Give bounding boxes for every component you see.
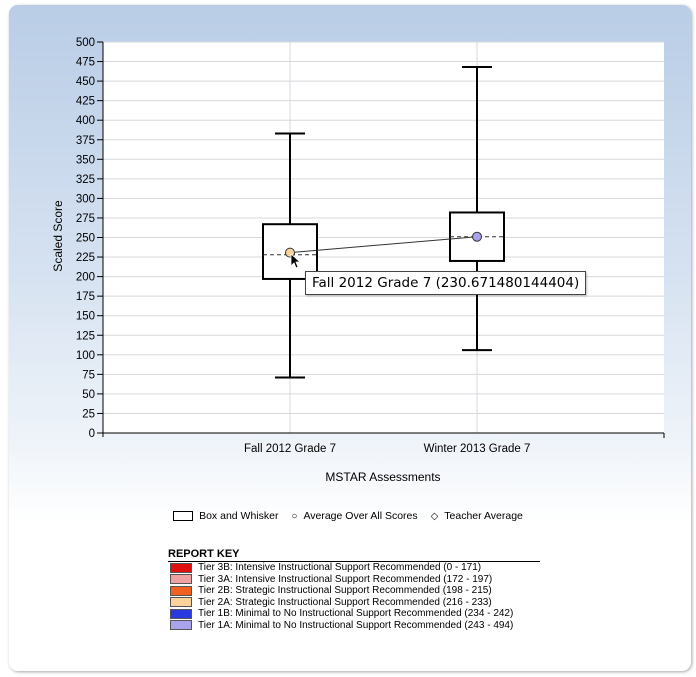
x-tick-label: Winter 2013 Grade 7 — [424, 443, 531, 455]
report-key-swatch — [170, 585, 192, 596]
report-key-item: Tier 2B: Strategic Instructional Support… — [170, 585, 540, 597]
average-marker — [472, 231, 482, 242]
y-tick-label: 450 — [76, 76, 95, 88]
report-key-label: Tier 1B: Minimal to No Instructional Sup… — [198, 608, 514, 620]
report-key-swatch — [170, 620, 192, 631]
legend-average: ○ Average Over All Scores — [291, 510, 417, 522]
circle-icon: ○ — [291, 510, 298, 522]
report-key-title: REPORT KEY — [168, 548, 540, 562]
report-key-label: Tier 2A: Strategic Instructional Support… — [198, 596, 492, 608]
box-whisker-2 — [449, 66, 505, 352]
report-key-item: Tier 3A: Intensive Instructional Support… — [170, 574, 540, 586]
y-tick-label: 25 — [82, 408, 95, 420]
y-tick-label: 50 — [82, 389, 95, 401]
legend-teacher-label: Teacher Average — [444, 510, 523, 523]
legend-box-swatch — [173, 511, 194, 522]
y-tick-label: 75 — [82, 369, 95, 381]
x-axis-title: MSTAR Assessments — [325, 470, 440, 484]
y-tick-label: 300 — [76, 193, 95, 205]
report-key-item: Tier 1A: Minimal to No Instructional Sup… — [170, 620, 540, 632]
report-key-swatch — [170, 574, 192, 585]
y-tick-label: 475 — [76, 57, 95, 69]
data-tooltip: Fall 2012 Grade 7 (230.671480144404) — [305, 271, 587, 295]
legend-teacher-average: ◇ Teacher Average — [431, 510, 523, 522]
y-tick-label: 125 — [76, 330, 95, 342]
y-axis-title: Scaled Score — [51, 200, 65, 272]
report-key: REPORT KEY Tier 3B: Intensive Instructio… — [168, 548, 540, 631]
y-tick-label: 0 — [89, 428, 95, 440]
y-tick-label: 200 — [76, 272, 95, 284]
average-trend-line — [289, 236, 478, 254]
report-key-list: Tier 3B: Intensive Instructional Support… — [168, 562, 540, 631]
report-key-label: Tier 1A: Minimal to No Instructional Sup… — [198, 619, 514, 631]
y-tick-label: 325 — [76, 174, 95, 186]
report-key-item: Tier 1B: Minimal to No Instructional Sup… — [170, 608, 540, 620]
report-key-swatch — [170, 562, 192, 573]
y-tick-label: 100 — [76, 350, 95, 362]
y-tick-label: 250 — [76, 233, 95, 245]
report-key-label: Tier 2B: Strategic Instructional Support… — [198, 585, 492, 597]
report-key-item: Tier 3B: Intensive Instructional Support… — [170, 562, 540, 574]
y-tick-label: 275 — [76, 213, 95, 225]
y-tick-label: 425 — [76, 96, 95, 108]
report-key-swatch — [170, 597, 192, 608]
y-tick-label: 225 — [76, 252, 95, 264]
y-tick-label: 500 — [76, 37, 95, 49]
y-tick-label: 375 — [76, 135, 95, 147]
chart-legend: Box and Whisker ○ Average Over All Scores… — [0, 510, 696, 522]
y-tick-label: 350 — [76, 154, 95, 166]
x-tick-label: Fall 2012 Grade 7 — [244, 443, 336, 455]
legend-box-whisker: Box and Whisker — [173, 510, 278, 522]
y-tick-label: 175 — [76, 291, 95, 303]
y-tick-label: 150 — [76, 311, 95, 323]
report-key-label: Tier 3A: Intensive Instructional Support… — [198, 573, 493, 585]
report-key-label: Tier 3B: Intensive Instructional Support… — [198, 562, 482, 574]
report-key-item: Tier 2A: Strategic Instructional Support… — [170, 597, 540, 609]
y-tick-label: 400 — [76, 115, 95, 127]
legend-box-label: Box and Whisker — [199, 510, 279, 523]
report-key-swatch — [170, 608, 192, 619]
diamond-icon: ◇ — [430, 510, 439, 522]
cursor-arrow-icon — [290, 253, 302, 269]
legend-average-label: Average Over All Scores — [303, 510, 418, 523]
